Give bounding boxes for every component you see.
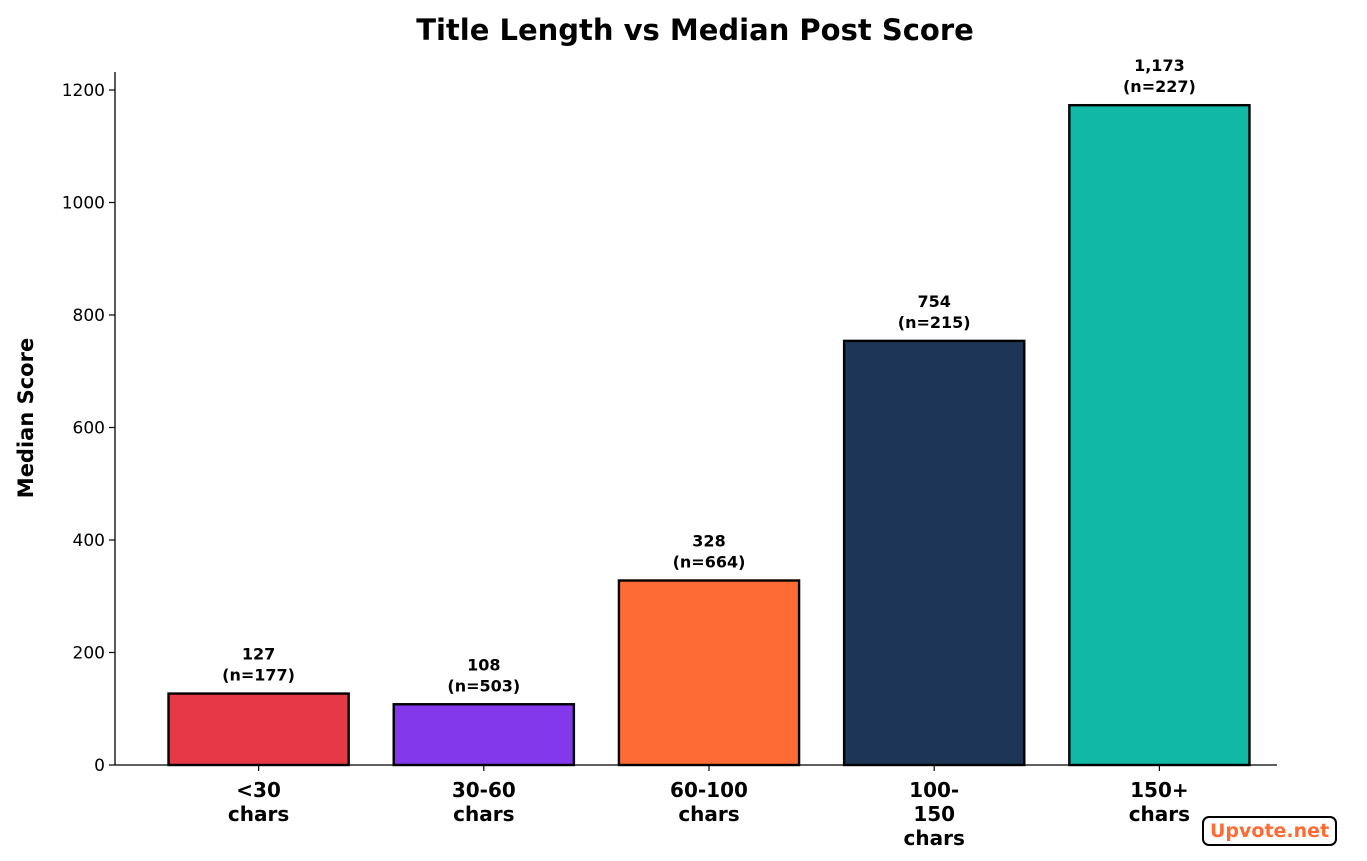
y-tick-label: 800 — [73, 306, 105, 326]
bar — [617, 579, 801, 767]
y-tick-label: 600 — [73, 419, 105, 439]
chart-title: Title Length vs Median Post Score — [416, 13, 974, 47]
x-tick-label: 100-150 chars — [903, 778, 965, 850]
y-tick-label: 200 — [73, 644, 105, 664]
x-tick-label: 60-100 chars — [670, 778, 748, 826]
value-label: 127 — [242, 645, 275, 664]
value-label: 754 — [917, 292, 950, 311]
y-tick-label: 1000 — [62, 194, 105, 214]
bar — [1068, 103, 1251, 767]
y-tick-label: 1200 — [62, 81, 105, 101]
sample-size-label: (n=215) — [898, 313, 971, 332]
y-tick-label: 400 — [73, 531, 105, 551]
value-label: 328 — [692, 532, 725, 551]
y-tick-label: 0 — [94, 756, 105, 776]
sample-size-label: (n=664) — [673, 553, 746, 572]
sample-size-label: (n=503) — [447, 676, 520, 695]
bar — [167, 692, 350, 767]
x-tick-label: 30-60 chars — [451, 778, 516, 826]
bar — [392, 703, 576, 767]
watermark: Upvote.net — [1202, 816, 1338, 846]
value-label: 1,173 — [1134, 56, 1185, 75]
x-tick-label: 150+ chars — [1128, 778, 1191, 826]
y-axis-label: Median Score — [14, 338, 38, 498]
bar — [842, 339, 1026, 767]
value-label: 108 — [467, 655, 500, 674]
sample-size-label: (n=227) — [1123, 77, 1196, 96]
x-tick-label: <30 chars — [227, 778, 290, 826]
sample-size-label: (n=177) — [222, 666, 295, 685]
